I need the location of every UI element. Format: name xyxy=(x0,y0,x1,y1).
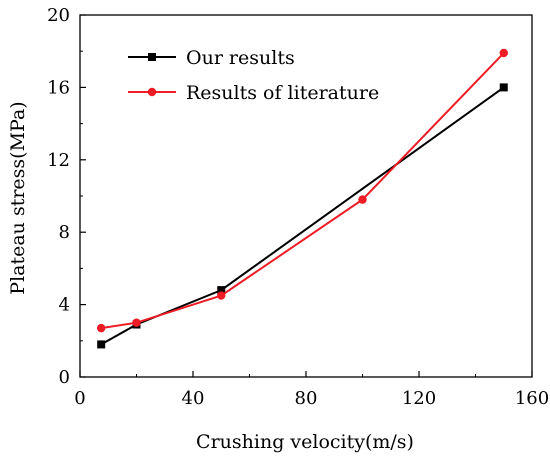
x-tick-label: 160 xyxy=(515,388,549,409)
data-point-circle xyxy=(499,48,508,58)
y-tick-label: 12 xyxy=(47,150,70,171)
data-point-circle xyxy=(132,318,141,327)
y-tick-label: 4 xyxy=(59,295,70,316)
plot-frame xyxy=(79,14,533,378)
x-axis-title: Crushing velocity(m/s) xyxy=(196,431,414,453)
legend-label-0: Our results xyxy=(186,47,295,69)
y-tick-label: 16 xyxy=(47,77,70,98)
data-point-circle xyxy=(217,291,226,300)
data-point-square xyxy=(97,340,106,349)
axes: 0 40 80 120 160 0 4 8 12 16 20 xyxy=(47,5,549,409)
y-tick-label: 0 xyxy=(59,367,70,388)
legend: Our results Results of literature xyxy=(128,47,379,104)
data-point-square xyxy=(217,286,226,295)
legend-marker-square xyxy=(148,53,156,61)
series-line-0 xyxy=(100,86,505,346)
y-tick-label: 20 xyxy=(47,5,70,26)
y-axis-title: Plateau stress(MPa) xyxy=(7,101,29,294)
x-tick-label: 80 xyxy=(295,388,318,409)
y-tick-label: 8 xyxy=(59,222,70,243)
x-tick-label: 0 xyxy=(74,388,85,409)
data-point-circle xyxy=(96,323,106,333)
x-tick-label: 40 xyxy=(182,388,205,409)
x-tick-label: 120 xyxy=(402,388,436,409)
plot-area xyxy=(96,48,508,349)
legend-marker-circle xyxy=(147,87,157,97)
data-point-square xyxy=(499,83,508,92)
legend-label-1: Results of literature xyxy=(186,82,379,104)
data-point-circle xyxy=(358,195,367,204)
